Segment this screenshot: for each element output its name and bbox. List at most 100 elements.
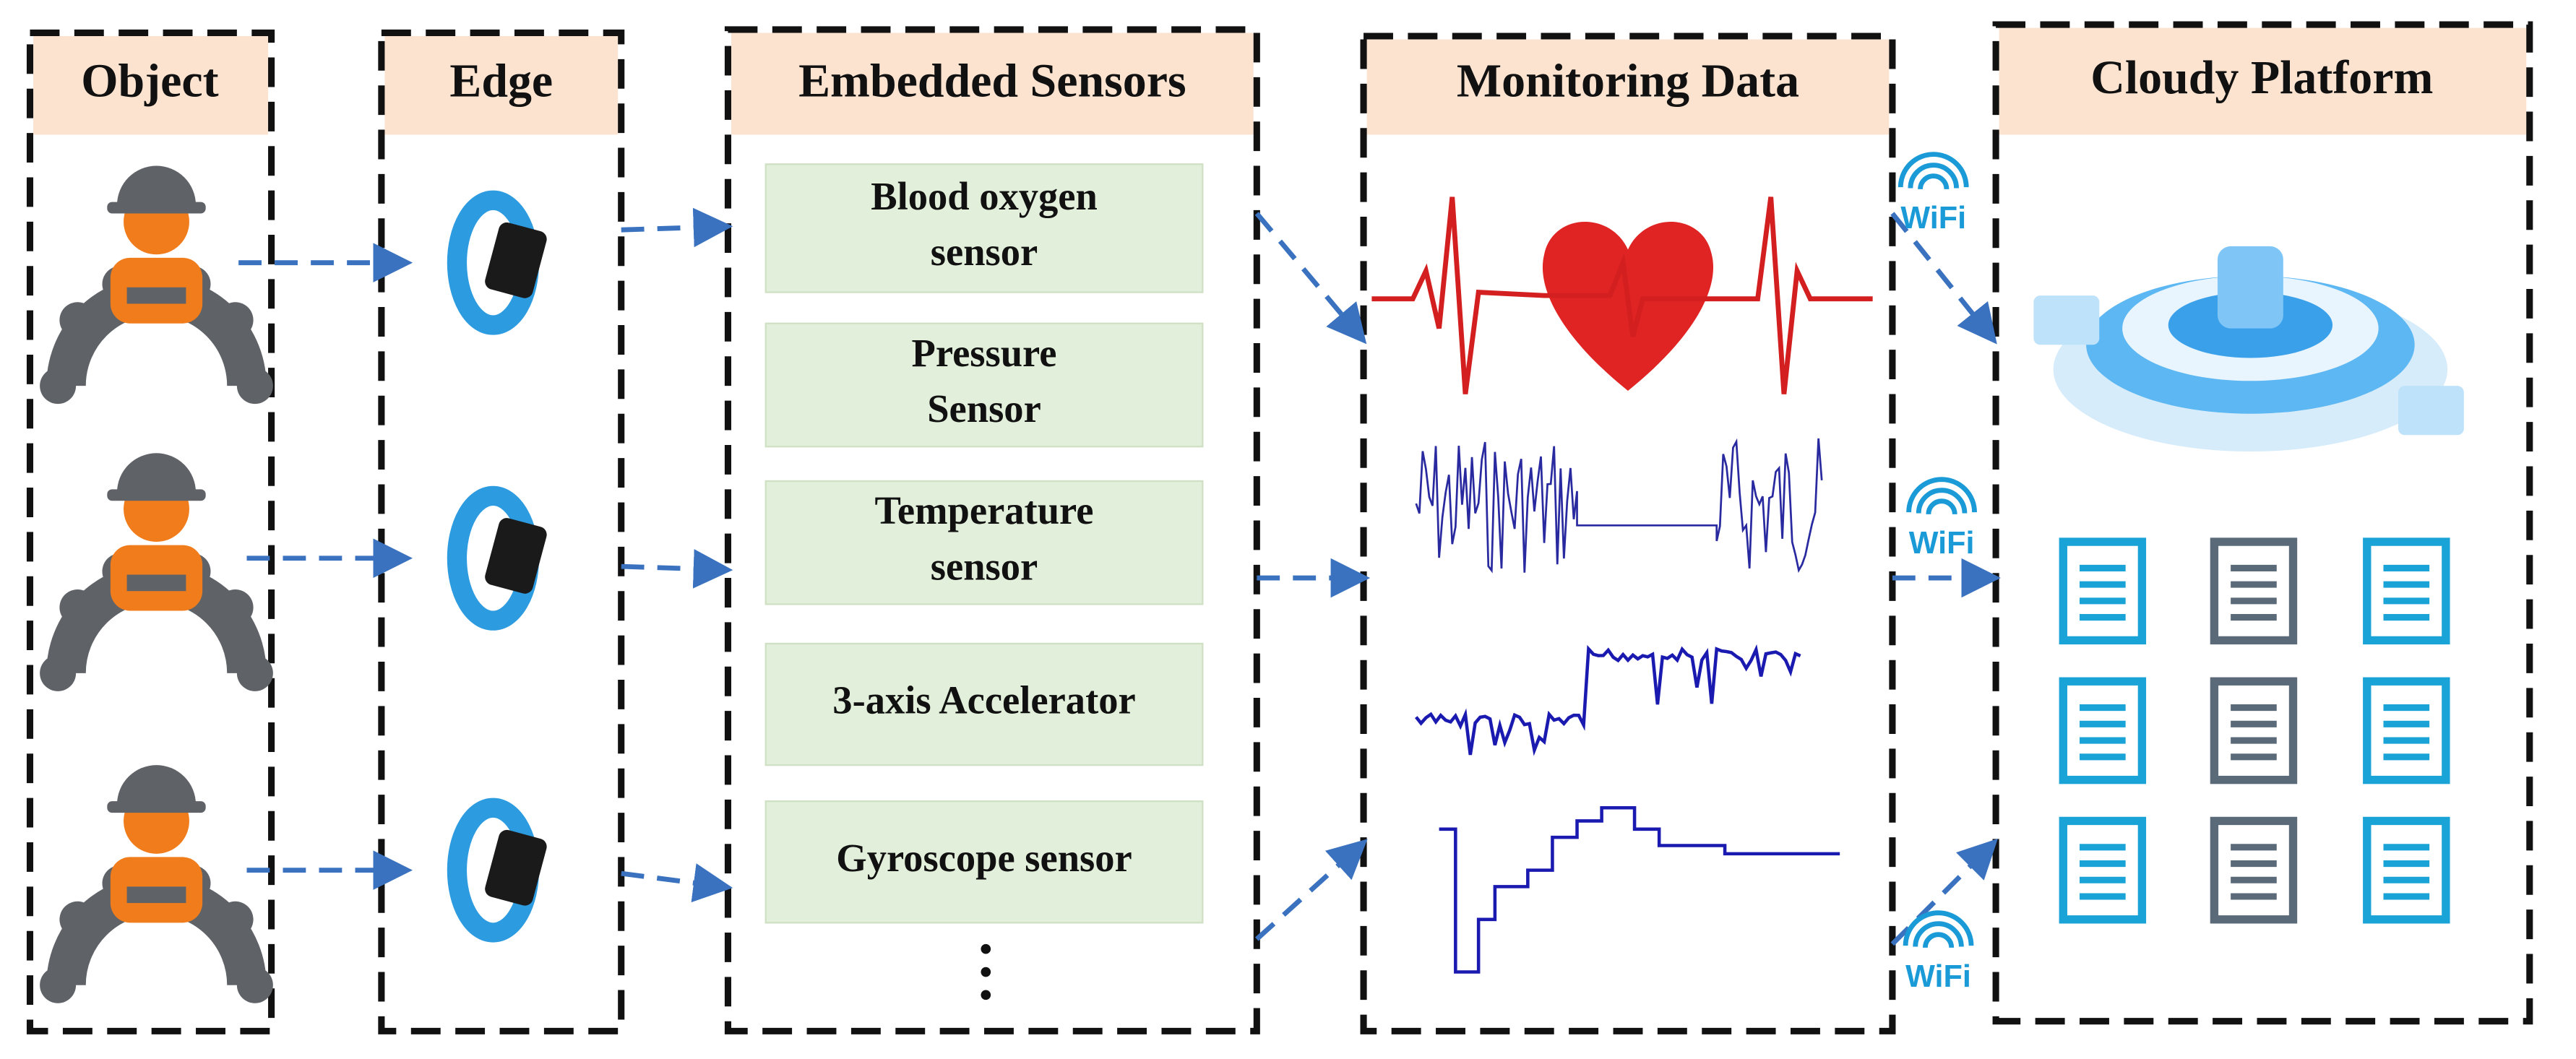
header-band: [1999, 27, 2527, 135]
worker-icon: [40, 453, 273, 691]
wifi-label: WiFi: [1909, 526, 1975, 561]
column-title: Object: [81, 54, 218, 107]
ellipsis-dot: [981, 990, 991, 1000]
document-icon: [2059, 816, 2147, 924]
gear-tooth: [40, 967, 77, 1003]
frame: [26, 29, 275, 1034]
frame: [1360, 33, 1896, 1034]
wifi-arc: [1916, 488, 1968, 514]
screen: [485, 222, 547, 298]
header-band: [33, 36, 269, 135]
worker-icon: [40, 165, 273, 405]
document: [2210, 537, 2298, 645]
ellipsis-dot: [981, 967, 991, 977]
device: [2398, 386, 2464, 436]
gear-tooth: [236, 654, 273, 691]
worker-icon: [40, 765, 273, 1003]
sensor-label: Pressure: [912, 331, 1057, 375]
sensor-box: [764, 322, 1204, 448]
cloud-platform: [2033, 246, 2464, 452]
sensor-box: [764, 642, 1204, 766]
ecg-line: [1371, 196, 1873, 394]
column-frames: [26, 21, 2533, 1034]
document: [2059, 816, 2147, 924]
wifi-arc: [1906, 477, 1977, 513]
wristband-icon: [447, 798, 547, 943]
signal-trace: [1415, 438, 1823, 574]
ellipsis-dot: [981, 943, 991, 954]
frame: [378, 29, 625, 1034]
device: [2033, 295, 2100, 345]
document-icon: [2059, 537, 2147, 645]
wifi-arc: [1897, 152, 1969, 188]
wifi-badge: WiFi: [1903, 910, 1974, 994]
sensor-label: Blood oxygen: [871, 174, 1098, 218]
column-title: Monitoring Data: [1457, 54, 1799, 107]
gear-tooth: [217, 589, 254, 626]
document: [2059, 677, 2147, 784]
sensor-label: Temperature: [875, 488, 1094, 532]
document: [2363, 816, 2450, 924]
frame: [724, 26, 1260, 1034]
wifi-badge: WiFi: [1906, 477, 1977, 561]
document-icon: [2210, 816, 2298, 924]
belt: [126, 886, 186, 904]
document: [2363, 677, 2450, 784]
screen: [485, 829, 547, 906]
arrow: [621, 549, 733, 589]
signal-trace: [1415, 644, 1801, 756]
gear-tooth: [217, 302, 254, 339]
wifi-arc: [1903, 910, 1974, 946]
icons: WiFi WiFi WiFi: [40, 152, 2464, 1003]
gear-tooth: [40, 368, 77, 405]
arrow: [1254, 212, 1367, 345]
wifi-arc: [1922, 932, 1955, 948]
arrow: [621, 207, 733, 248]
gear-tooth: [59, 901, 96, 938]
gear-tooth: [40, 654, 77, 691]
helmet: [116, 165, 197, 206]
wristband-icon: [447, 190, 547, 335]
wifi-label: WiFi: [1905, 959, 1971, 994]
helmet: [116, 765, 197, 805]
gear-tooth: [59, 589, 96, 626]
sensor-label: Sensor: [927, 386, 1041, 431]
arrow: [621, 863, 733, 903]
sensor-box: [764, 800, 1204, 924]
gear-tooth: [236, 368, 273, 405]
wifi-label: WiFi: [1900, 201, 1966, 235]
wifi-badge: WiFi: [1897, 152, 1969, 235]
server-core: [2217, 246, 2283, 329]
arrow: [1255, 839, 1368, 941]
screen: [485, 518, 547, 594]
document-icon: [2363, 816, 2450, 924]
gear-tooth: [59, 302, 96, 339]
column-title: Cloudy Platform: [2090, 51, 2433, 104]
sensor-box: [764, 480, 1204, 605]
gear-tooth: [236, 967, 273, 1003]
header-band: [1366, 39, 1890, 135]
document: [2210, 816, 2298, 924]
wifi-arc: [1913, 921, 1964, 947]
sensor-list: Blood oxygen sensor Pressure Sensor Temperat…: [764, 163, 1204, 1000]
helmet: [116, 453, 197, 493]
arrow: [1890, 212, 1997, 345]
sensor-box: [764, 163, 1204, 293]
column-title: Edge: [449, 54, 553, 107]
wifi-arc: [1926, 498, 1957, 515]
document-icon: [2363, 677, 2450, 784]
document: [2363, 537, 2450, 645]
sensor-label: 3-axis Accelerator: [832, 678, 1135, 722]
document-icon: [2210, 537, 2298, 645]
document: [2210, 677, 2298, 784]
header-band: [384, 36, 619, 135]
header-band: [731, 33, 1254, 135]
document-icon: [2210, 677, 2298, 784]
sensor-label: Gyroscope sensor: [836, 836, 1132, 880]
gear-tooth: [217, 901, 254, 938]
helmet-brim: [107, 801, 206, 813]
frame: [1992, 21, 2533, 1025]
belt: [126, 574, 186, 592]
arrow: [1890, 838, 1998, 946]
